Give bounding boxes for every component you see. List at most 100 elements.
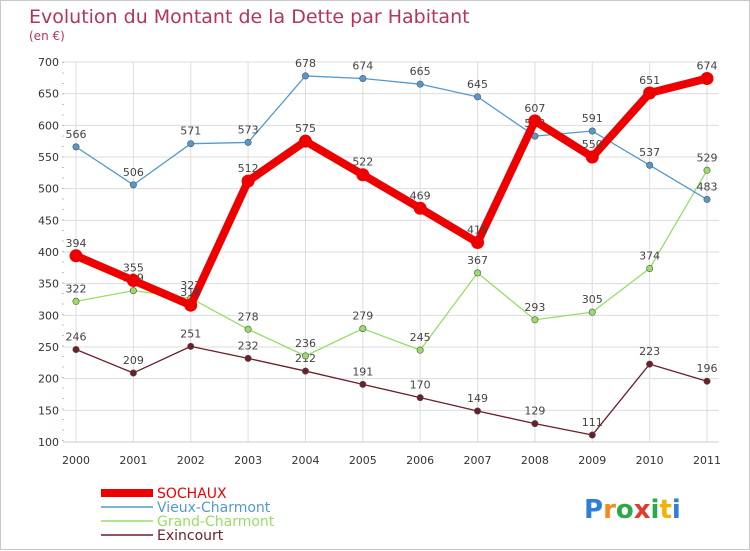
data-point-vieux-charmont bbox=[72, 143, 80, 151]
data-label-grand-charmont: 529 bbox=[697, 151, 718, 164]
data-label-vieux-charmont: 571 bbox=[180, 125, 201, 138]
data-point-vieux-charmont bbox=[244, 138, 252, 146]
plot-area: 100 150 200 250 300 350 400 450 500 550 600 650 700 2… bbox=[38, 56, 721, 467]
data-point-vieux-charmont bbox=[301, 72, 309, 80]
x-tick-label: 2002 bbox=[177, 454, 205, 467]
data-label-grand-charmont: 305 bbox=[582, 293, 603, 306]
proxiti-letter: P bbox=[584, 495, 603, 525]
data-point-grand-charmont bbox=[359, 325, 367, 333]
data-label-exincourt: 149 bbox=[467, 392, 488, 405]
y-tick-label: 450 bbox=[38, 214, 59, 227]
data-label-exincourt: 223 bbox=[639, 345, 660, 358]
data-label-exincourt: 170 bbox=[410, 379, 431, 392]
legend-label-sochaux: SOCHAUX bbox=[157, 486, 227, 502]
series-line-exincourt bbox=[75, 345, 708, 436]
data-label-vieux-charmont: 506 bbox=[123, 166, 144, 179]
data-label-exincourt: 232 bbox=[238, 339, 259, 352]
data-point-exincourt bbox=[646, 360, 654, 368]
y-tick-label: 700 bbox=[38, 56, 59, 69]
proxiti-logo: Proxiti bbox=[584, 495, 681, 525]
data-point-sochaux bbox=[471, 236, 485, 249]
data-point-sochaux bbox=[126, 274, 140, 287]
series-exincourt: 246209251232212191170149129111223196 bbox=[66, 327, 718, 439]
x-tick-label: 2000 bbox=[62, 454, 90, 467]
data-label-grand-charmont: 367 bbox=[467, 254, 488, 267]
data-point-vieux-charmont bbox=[474, 93, 482, 101]
data-point-sochaux bbox=[585, 150, 599, 164]
x-tick-label: 2006 bbox=[406, 454, 434, 467]
x-tick-label: 2007 bbox=[464, 454, 492, 467]
data-label-sochaux: 651 bbox=[639, 74, 660, 87]
data-point-sochaux bbox=[356, 168, 370, 182]
data-label-sochaux: 512 bbox=[238, 162, 259, 175]
data-label-vieux-charmont: 591 bbox=[582, 112, 603, 125]
y-tick-label: 550 bbox=[38, 151, 59, 164]
data-point-sochaux bbox=[69, 249, 83, 263]
y-tick-label: 100 bbox=[38, 436, 59, 449]
data-point-exincourt bbox=[531, 420, 539, 428]
data-label-sochaux: 575 bbox=[295, 122, 316, 135]
data-point-grand-charmont bbox=[531, 316, 539, 324]
data-label-exincourt: 251 bbox=[180, 327, 201, 340]
legend-label-grand-charmont: Grand-Charmont bbox=[157, 514, 275, 530]
data-label-sochaux: 316 bbox=[180, 286, 201, 299]
data-point-sochaux bbox=[413, 201, 427, 215]
data-label-vieux-charmont: 645 bbox=[467, 78, 488, 91]
data-point-exincourt bbox=[72, 346, 80, 354]
data-label-exincourt: 111 bbox=[582, 416, 603, 429]
data-point-exincourt bbox=[244, 354, 252, 362]
data-point-exincourt bbox=[703, 377, 711, 385]
data-label-sochaux: 674 bbox=[697, 59, 718, 72]
data-label-grand-charmont: 236 bbox=[295, 337, 316, 350]
data-label-vieux-charmont: 674 bbox=[352, 59, 373, 72]
data-point-vieux-charmont bbox=[129, 181, 137, 189]
data-label-vieux-charmont: 573 bbox=[238, 123, 259, 136]
data-label-vieux-charmont: 537 bbox=[639, 146, 660, 159]
data-label-exincourt: 246 bbox=[66, 331, 87, 344]
data-label-vieux-charmont: 665 bbox=[410, 65, 431, 78]
data-label-vieux-charmont: 483 bbox=[697, 180, 718, 193]
data-label-exincourt: 191 bbox=[352, 365, 373, 378]
data-label-sochaux: 469 bbox=[410, 189, 431, 202]
data-point-sochaux bbox=[643, 86, 657, 100]
x-tick-label: 2004 bbox=[291, 454, 319, 467]
proxiti-letter: o bbox=[616, 495, 634, 525]
data-label-vieux-charmont: 566 bbox=[66, 128, 87, 141]
series-sochaux: 394 355 316 512 575 522 469 415 607 550 651 674 bbox=[66, 59, 718, 312]
data-point-exincourt bbox=[416, 394, 424, 402]
data-point-exincourt bbox=[474, 407, 482, 415]
data-label-grand-charmont: 245 bbox=[410, 331, 431, 344]
data-point-sochaux bbox=[241, 174, 255, 188]
x-tick-label: 2003 bbox=[234, 454, 262, 467]
proxiti-logo-text: Proxiti bbox=[584, 495, 681, 525]
series-line-vieux-charmont bbox=[75, 75, 708, 201]
data-point-vieux-charmont bbox=[646, 161, 654, 169]
x-tick-label: 2001 bbox=[119, 454, 147, 467]
y-tick-label: 150 bbox=[38, 404, 59, 417]
data-label-sochaux: 415 bbox=[467, 224, 488, 237]
data-label-grand-charmont: 374 bbox=[639, 249, 660, 262]
data-point-vieux-charmont bbox=[359, 74, 367, 82]
data-point-sochaux bbox=[298, 134, 312, 148]
data-point-grand-charmont bbox=[646, 264, 654, 272]
data-label-grand-charmont: 322 bbox=[66, 282, 87, 295]
data-point-exincourt bbox=[129, 369, 137, 377]
proxiti-letter: x bbox=[634, 495, 651, 525]
data-label-sochaux: 394 bbox=[66, 237, 87, 250]
data-label-vieux-charmont: 678 bbox=[295, 57, 316, 70]
y-tick-label: 300 bbox=[38, 309, 59, 322]
proxiti-letter: i bbox=[672, 495, 681, 525]
data-point-exincourt bbox=[187, 342, 195, 350]
data-point-exincourt bbox=[301, 367, 309, 375]
proxiti-letter: r bbox=[603, 495, 616, 525]
y-tick-label: 350 bbox=[38, 278, 59, 291]
data-label-sochaux: 522 bbox=[352, 156, 373, 169]
y-tick-label: 600 bbox=[38, 119, 59, 132]
data-point-grand-charmont bbox=[129, 287, 137, 295]
series-line-sochaux bbox=[72, 74, 711, 310]
x-tick-label: 2011 bbox=[693, 454, 721, 467]
y-tick-label: 650 bbox=[38, 88, 59, 101]
x-tick-label: 2009 bbox=[578, 454, 606, 467]
y-tick-label: 500 bbox=[38, 183, 59, 196]
